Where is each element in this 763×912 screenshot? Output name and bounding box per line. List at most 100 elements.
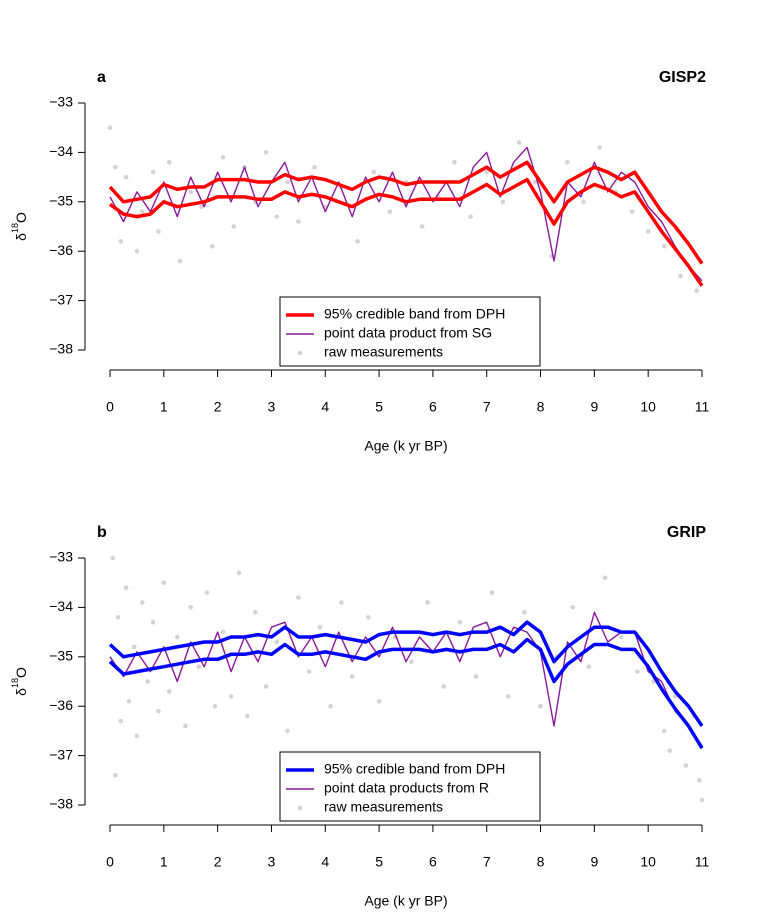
y-axis-label-part: δ [13, 233, 29, 241]
y-tick-label: −34 [49, 598, 73, 614]
raw-point [505, 694, 511, 699]
raw-point [123, 585, 129, 590]
y-tick-label: −38 [49, 796, 73, 812]
raw-point [145, 679, 150, 684]
raw-point [204, 590, 210, 595]
raw-point [500, 199, 506, 205]
raw-point [522, 610, 527, 615]
raw-point [317, 624, 323, 630]
raw-point [263, 150, 269, 155]
raw-point [581, 199, 586, 205]
y-tick-label: −33 [49, 549, 73, 565]
x-tick-label: 7 [483, 399, 491, 415]
raw-point [156, 708, 161, 714]
raw-point [662, 243, 667, 249]
panel-title: GISP2 [659, 69, 706, 86]
raw-point [586, 664, 592, 669]
raw-point [662, 728, 667, 734]
raw-point [635, 669, 640, 674]
raw-point [387, 209, 393, 214]
raw-point [699, 797, 705, 803]
raw-point [425, 600, 430, 605]
legend-box [279, 751, 541, 822]
x-tick-label: 8 [537, 854, 545, 870]
raw-point [274, 639, 280, 645]
x-tick-label: 0 [106, 399, 114, 415]
raw-point [570, 605, 576, 610]
y-tick-label: −37 [49, 291, 73, 307]
raw-point [253, 610, 258, 615]
raw-point [312, 164, 317, 170]
raw-point [328, 703, 333, 709]
legend-label: 95% credible band from DPH [324, 761, 505, 777]
raw-point [489, 590, 495, 595]
raw-point [113, 164, 118, 170]
x-tick-label: 5 [375, 854, 383, 870]
raw-point [177, 258, 183, 264]
raw-point [244, 713, 250, 719]
raw-point [139, 209, 145, 214]
y-tick-label: −33 [49, 94, 73, 110]
raw-point [629, 209, 635, 214]
x-axis-label: Age (k yr BP) [364, 893, 447, 909]
y-tick-label: −36 [49, 242, 73, 258]
y-axis-label-part: 18 [10, 223, 20, 233]
raw-point [285, 728, 290, 734]
raw-point [156, 229, 161, 234]
x-tick-label: 4 [321, 399, 329, 415]
x-tick-label: 0 [106, 854, 114, 870]
y-tick-label: −38 [49, 341, 73, 357]
raw-point [196, 664, 202, 669]
raw-point [220, 155, 226, 160]
raw-point [602, 575, 608, 581]
legend-box [279, 296, 541, 367]
band-upper [108, 160, 704, 265]
raw-point [645, 229, 651, 234]
raw-point [220, 629, 226, 635]
raw-point [516, 140, 522, 145]
legend-label: 95% credible band from DPH [324, 306, 505, 322]
legend-label: point data products from R [324, 780, 489, 796]
x-tick-label: 11 [695, 854, 710, 870]
raw-point [355, 239, 360, 244]
raw-point [209, 243, 215, 249]
y-axis-label-part: O [13, 212, 29, 223]
raw-point [697, 778, 702, 783]
raw-point [131, 644, 137, 650]
raw-point [538, 703, 543, 709]
x-tick-label: 6 [429, 854, 437, 870]
raw-point [110, 555, 115, 561]
raw-point [339, 600, 344, 605]
raw-point [376, 698, 382, 704]
legend-label: raw measurements [324, 344, 443, 360]
panel: b GRIP −38 −37 −36 −35 −34 −33 0 1 2 3 4 5 6 7 8 9 10 11 Age… [10, 524, 709, 908]
band-lower [108, 177, 704, 287]
raw-point [441, 684, 446, 689]
raw-point [452, 159, 457, 165]
raw-point [285, 179, 290, 185]
x-tick-label: 1 [160, 854, 168, 870]
panel-title: GRIP [667, 524, 706, 541]
raw-point [296, 219, 301, 224]
raw-point [236, 570, 242, 576]
y-axis-label-part: O [13, 667, 29, 678]
raw-point [118, 718, 124, 724]
raw-point [123, 174, 129, 180]
x-tick-label: 6 [429, 399, 437, 415]
raw-point [683, 763, 689, 768]
raw-point [306, 669, 312, 674]
raw-point [296, 595, 301, 600]
sg-line [109, 611, 703, 747]
x-tick-label: 10 [640, 399, 656, 415]
raw-point [139, 600, 145, 605]
raw-point [150, 619, 156, 625]
raw-point [161, 580, 167, 585]
x-tick-label: 11 [695, 399, 710, 415]
x-tick-label: 9 [590, 854, 598, 870]
raw-point [597, 145, 603, 150]
x-tick-label: 2 [214, 399, 222, 415]
raw-point [174, 634, 180, 640]
raw-point [188, 605, 194, 610]
